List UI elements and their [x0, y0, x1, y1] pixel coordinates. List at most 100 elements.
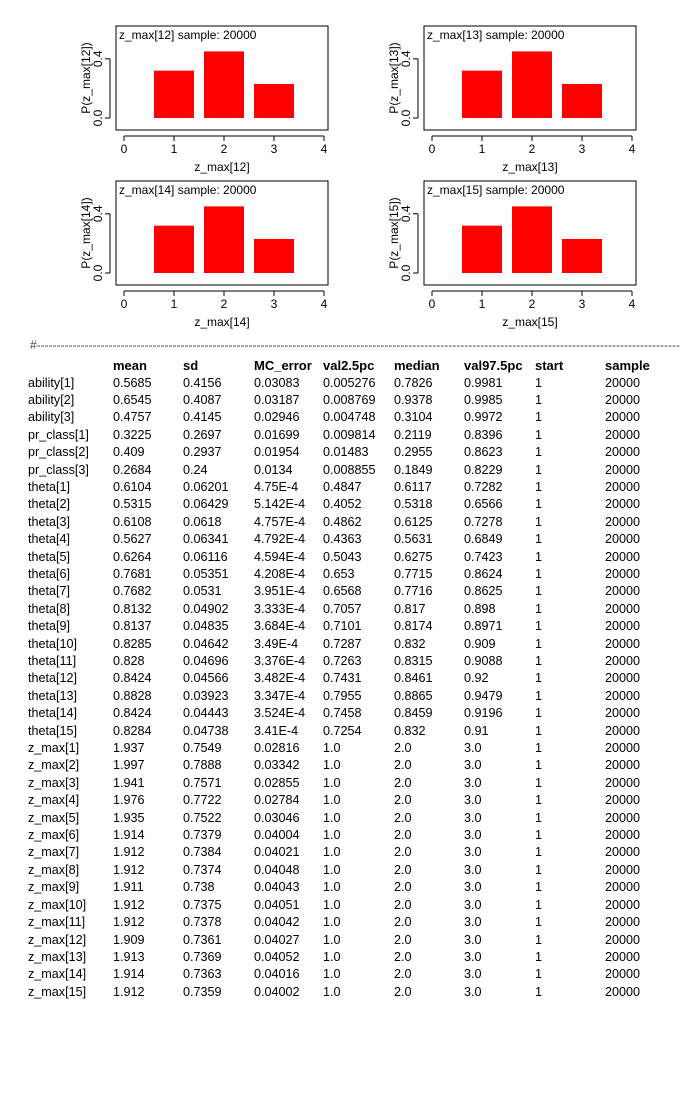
table-cell: 0.4757 [113, 410, 152, 425]
table-cell: 0.04835 [183, 619, 229, 634]
table-cell: 1.912 [113, 984, 145, 999]
bar-3 [562, 83, 602, 118]
table-cell: 20000 [605, 392, 641, 407]
table-cell: 0.7263 [323, 654, 362, 668]
table-cell: 1 [535, 793, 543, 808]
table-cell: 1.0 [323, 862, 341, 877]
table-cell: 0.7361 [183, 932, 222, 947]
table-cell: 1 [535, 758, 543, 773]
table-cell: 0.828 [113, 654, 145, 668]
table-cell: 1.937 [113, 741, 145, 756]
table-cell: 1.912 [113, 915, 145, 930]
table-body: ability[1] 0.5685 0.4156 0.03083 0.005276 0.7… [28, 375, 665, 1002]
row-label: theta[5] [28, 549, 71, 564]
table-row: theta[7] 0.7682 0.0531 3.951E-4 0.6568 0.7716… [28, 583, 665, 600]
bar-1 [154, 225, 194, 273]
table-cell: 20000 [605, 462, 641, 477]
table-cell: 2.0 [394, 915, 412, 930]
table-cell: 0.04642 [183, 636, 229, 651]
table-cell: 0.832 [394, 723, 426, 738]
row-label: theta[1] [28, 479, 71, 494]
table-cell: 0.7057 [323, 601, 362, 616]
row-label: z_max[5] [28, 810, 80, 825]
table-cell: 0.7716 [394, 584, 433, 599]
chart-title: z_max[12] sample: 20000 [119, 28, 257, 42]
table-cell: 20000 [605, 601, 641, 616]
table-row: z_max[6] 1.914 0.7379 0.04004 1.0 2.0 3.0 1 2000… [28, 827, 665, 844]
row-label: z_max[11] [28, 915, 86, 930]
table-cell: 4.594E-4 [254, 549, 306, 564]
y-tick-label: 0.4 [399, 205, 413, 222]
table-cell: 20000 [605, 375, 641, 390]
table-cell: 0.0618 [183, 514, 222, 529]
table-cell: 1.911 [113, 880, 144, 895]
table-cell: 3.0 [464, 897, 482, 912]
table-cell: 0.909 [464, 636, 496, 651]
table-cell: 1 [535, 532, 543, 547]
table-cell: 0.03923 [183, 688, 229, 703]
table-cell: 1 [535, 932, 543, 947]
table-cell: 0.8461 [394, 671, 433, 686]
table-cell: 20000 [605, 566, 641, 581]
column-header: MC_error [254, 358, 312, 374]
table-cell: 0.04566 [183, 671, 229, 686]
table-cell: 5.142E-4 [254, 497, 306, 512]
table-cell: 20000 [605, 584, 641, 599]
table-cell: 0.06201 [183, 479, 229, 494]
table-cell: 2.0 [394, 828, 412, 843]
chart-panel-4: z_max[15] sample: 20000 0 1 2 3 4 z_max[15] 0.0… [387, 180, 637, 329]
table-cell: 1 [535, 584, 543, 599]
table-cell: 0.06341 [183, 532, 229, 547]
table-cell: 2.0 [394, 967, 412, 982]
table-cell: 1 [535, 445, 543, 460]
table-cell: 0.898 [464, 601, 496, 616]
table-cell: 1 [535, 671, 543, 686]
table-cell: 0.4052 [323, 497, 362, 512]
table-cell: 0.6568 [323, 584, 362, 599]
table-cell: 0.7282 [464, 479, 503, 494]
table-cell: 0.7826 [394, 375, 433, 390]
table-cell: 1.976 [113, 793, 145, 808]
table-row: theta[11] 0.828 0.04696 3.376E-4 0.7263 0.831… [28, 653, 665, 670]
table-cell: 0.7682 [113, 584, 152, 599]
table-cell: 3.376E-4 [254, 654, 306, 668]
table-cell: 1 [535, 775, 543, 790]
row-label: theta[12] [28, 671, 78, 686]
table-cell: 3.0 [464, 845, 482, 860]
table-cell: 0.7431 [323, 671, 362, 686]
row-label: z_max[2] [28, 758, 80, 773]
table-row: z_max[9] 1.911 0.738 0.04043 1.0 2.0 3.0 1 20000 [28, 879, 665, 896]
table-cell: 0.04052 [254, 949, 300, 964]
plot-frame [423, 25, 637, 131]
table-cell: 0.01699 [254, 427, 300, 442]
statistics-table: mean sd MC_error val2.5pc median val97.5pc sta… [28, 357, 665, 1001]
table-cell: 0.04902 [183, 601, 229, 616]
table-cell: 4.792E-4 [254, 532, 306, 547]
table-cell: 0.7374 [183, 862, 222, 877]
row-label: theta[15] [28, 723, 78, 738]
table-cell: 20000 [605, 445, 641, 460]
y-tick-label: 0.0 [399, 264, 413, 281]
table-cell: 20000 [605, 619, 641, 634]
table-cell: 20000 [605, 949, 641, 964]
table-cell: 0.03342 [254, 758, 300, 773]
table-cell: 0.9196 [464, 706, 503, 721]
table-cell: 0.06116 [183, 549, 228, 564]
table-cell: 1 [535, 514, 543, 529]
table-cell: 1 [535, 462, 543, 477]
table-cell: 20000 [605, 828, 641, 843]
table-cell: 3.0 [464, 967, 482, 982]
table-cell: 0.7549 [183, 741, 222, 756]
table-cell: 1.0 [323, 741, 341, 756]
table-cell: 3.0 [464, 758, 482, 773]
column-header: val97.5pc [464, 358, 523, 374]
table-cell: 1.997 [113, 758, 145, 773]
table-cell: 0.04042 [254, 915, 300, 930]
table-cell: 3.41E-4 [254, 723, 299, 738]
table-cell: 20000 [605, 810, 641, 825]
table-cell: 0.04051 [254, 897, 300, 912]
table-cell: 0.7458 [323, 706, 362, 721]
bar-1 [462, 70, 502, 118]
table-row: ability[1] 0.5685 0.4156 0.03083 0.005276 0.7… [28, 375, 665, 392]
column-header: start [535, 358, 564, 374]
